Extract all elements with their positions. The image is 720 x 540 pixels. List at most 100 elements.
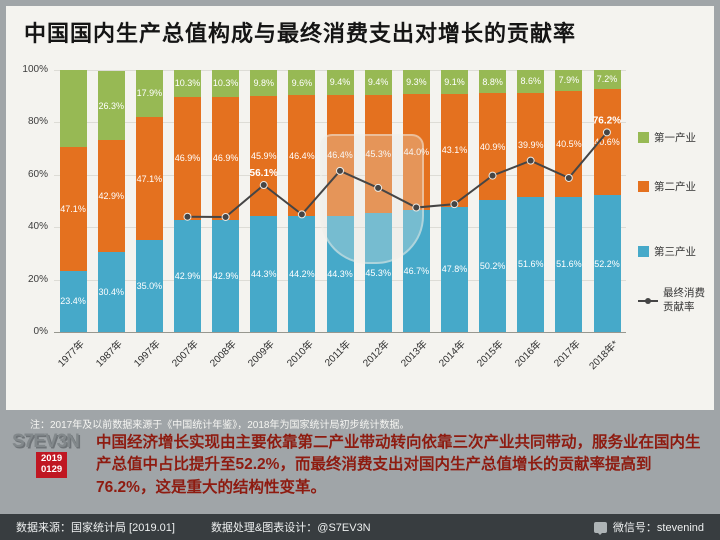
bar-segment-第一产业: 10.3% xyxy=(173,70,201,97)
bar-segment-value: 40.5% xyxy=(556,138,582,149)
bar-segment-value: 9.4% xyxy=(367,77,389,88)
y-axis-tick-label: 20% xyxy=(27,273,48,285)
bar-segment-第二产业: 43.1% xyxy=(440,93,468,207)
trend-point-label: 76.2% xyxy=(593,115,621,126)
legend-line-icon xyxy=(638,297,658,304)
stacked-bar: 52.2% 40.6% 7.2% xyxy=(593,70,621,332)
bar-segment-value: 9.6% xyxy=(291,77,313,88)
x-axis-tick-text: 2013年 xyxy=(399,338,430,370)
bar-segment-第一产业: 9.3% xyxy=(402,70,430,95)
legend-item-最终消费贡献率: 最终消费 贡献率 xyxy=(638,287,712,314)
trend-point xyxy=(221,212,230,221)
bar-segment-第一产业: 9.8% xyxy=(250,70,278,96)
x-axis-tick-text: 2017年 xyxy=(551,338,583,370)
stacked-bar: 42.9% 46.9% 10.3% xyxy=(173,70,201,332)
bar-segment-第一产业: 10.3% xyxy=(212,70,240,97)
bar-segment-value: 46.7% xyxy=(403,265,430,276)
footer-bar: 数据来源：国家统计局 [2019.01] 数据处理&图表设计：@S7EV3N 微… xyxy=(0,514,720,540)
bar-segment-value: 7.2% xyxy=(596,74,618,85)
trend-point xyxy=(602,128,611,137)
bar-segment-value: 45.9% xyxy=(251,150,277,161)
bar-segment-value: 9.3% xyxy=(406,77,427,88)
bar-segment-value: 51.6% xyxy=(517,259,544,270)
bar-segment-value: 51.6% xyxy=(556,259,582,270)
bar-segment-第二产业: 47.1% xyxy=(59,147,87,271)
bar-2010年: 44.2% 46.4% 9.6% xyxy=(283,70,321,332)
bar-segment-value: 40.6% xyxy=(594,137,620,148)
legend-swatch xyxy=(638,246,649,257)
bar-segment-value: 30.4% xyxy=(98,287,124,298)
trend-point xyxy=(374,183,383,192)
stacked-bar: 35.0% 47.1% 17.9% xyxy=(135,70,163,332)
bar-segment-value: 47.1% xyxy=(136,173,163,184)
y-axis-tick-label: 40% xyxy=(27,221,48,233)
bar-segment-value: 43.1% xyxy=(441,145,468,156)
bar-segment-value: 10.3% xyxy=(174,78,201,89)
logo: S7EV3N 2019 0129 xyxy=(12,432,88,500)
bar-segment-value: 10.3% xyxy=(212,78,239,89)
x-axis-tick-text: 1977年 xyxy=(56,338,87,370)
bar-segment-第一产业: 17.9% xyxy=(135,70,163,117)
bar-segment-value: 9.8% xyxy=(253,77,275,88)
bar-segment-value: 35.0% xyxy=(136,281,163,292)
bar-segment-第一产业: 9.6% xyxy=(288,70,316,96)
legend-swatch xyxy=(638,181,649,192)
logo-badge-day: 0129 xyxy=(41,463,63,475)
bar-segment-第一产业: 7.9% xyxy=(555,70,583,91)
bar-segment-第一产业: 8.8% xyxy=(479,70,507,94)
stacked-bar: 44.2% 46.4% 9.6% xyxy=(288,70,316,332)
bar-1997年: 35.0% 47.1% 17.9% xyxy=(130,70,168,332)
stacked-bar: 23.4% 47.1% xyxy=(59,70,87,332)
bar-segment-第三产业: 35.0% xyxy=(135,240,163,332)
x-axis-tick-text: 1987年 xyxy=(94,338,125,370)
stacked-bar: 51.6% 40.5% 7.9% xyxy=(555,70,583,332)
x-axis-tick-text: 2007年 xyxy=(170,338,202,370)
plot-area: 0% 20% 40% 60% 80% 100% 23.4% 47.1% 30.4% 42.9% 26… xyxy=(22,64,626,372)
footer-wechat-label: 微信号：stevenind xyxy=(612,522,704,534)
bar-segment-第一产业: 8.6% xyxy=(517,70,545,93)
x-axis-tick-text: 2012年 xyxy=(361,338,392,370)
x-axis-tick-text: 2009年 xyxy=(246,338,278,370)
legend-label: 第一产业 xyxy=(654,132,696,144)
bar-segment-value: 46.4% xyxy=(289,150,315,161)
bar-segment-第二产业: 42.9% xyxy=(97,139,125,253)
bar-segment-value: 8.8% xyxy=(482,76,503,87)
bar-segment-value: 39.9% xyxy=(517,139,544,150)
chart-panel: 中国国内生产总值构成与最终消费支出对增长的贡献率 0% 20% 40% 60% 80% 1… xyxy=(6,6,714,410)
summary-section: S7EV3N 2019 0129 中国经济增长实现由主要依靠第二产业带动转向依靠… xyxy=(12,432,710,500)
bar-segment-第二产业: 46.9% xyxy=(173,96,201,220)
legend-label: 第三产业 xyxy=(654,246,696,258)
legend-label: 最终消费 贡献率 xyxy=(663,287,705,313)
bar-segment-第一产业: 9.4% xyxy=(326,70,354,95)
bar-segment-value: 9.1% xyxy=(444,76,465,87)
stacked-bar: 51.6% 39.9% 8.6% xyxy=(517,70,545,332)
bar-segment-第二产业: 46.4% xyxy=(288,95,316,217)
bar-segment-第二产业: 39.9% xyxy=(517,92,545,197)
logo-badge-year: 2019 xyxy=(41,453,63,464)
bar-segment-value: 42.9% xyxy=(98,191,124,202)
bar-segment-value: 46.9% xyxy=(174,153,201,164)
logo-monogram: S7EV3N xyxy=(12,431,80,452)
chart-legend: 第一产业 第二产业 第三产业 最终消费 贡献率 xyxy=(638,130,712,314)
summary-text: 中国经济增长实现由主要依靠第二产业带动转向依靠三次产业共同带动，服务业在国内生产… xyxy=(96,434,701,496)
bar-segment-value: 26.3% xyxy=(98,100,124,111)
bar-segment-value: 7.9% xyxy=(558,75,580,86)
footer-data-source: 数据来源：国家统计局 [2019.01] xyxy=(16,522,175,534)
y-axis-tick-label: 80% xyxy=(27,116,48,128)
trend-point xyxy=(564,173,573,182)
bar-segment-第一产业: 9.1% xyxy=(440,70,468,94)
bar-segment-value: 45.3% xyxy=(365,267,391,278)
bar-segment-value: 44.2% xyxy=(289,269,315,280)
bar-segment-value: 46.9% xyxy=(212,153,239,164)
bar-segment-第一产业: 26.3% xyxy=(97,71,125,140)
bar-segment-value: 52.2% xyxy=(594,258,620,269)
bar-segment-第三产业: 44.3% xyxy=(250,215,278,332)
bar-segment-value: 42.9% xyxy=(212,270,239,281)
bar-segment-value: 8.6% xyxy=(520,76,541,87)
bar-1987年: 30.4% 42.9% 26.3% xyxy=(92,70,130,332)
bar-segment-第三产业: 50.2% xyxy=(479,200,507,332)
bar-2018年*: 52.2% 40.6% 7.2% xyxy=(588,70,626,332)
trend-point xyxy=(526,156,535,165)
bar-1977年: 23.4% 47.1% xyxy=(54,70,92,332)
trend-line xyxy=(187,131,608,218)
